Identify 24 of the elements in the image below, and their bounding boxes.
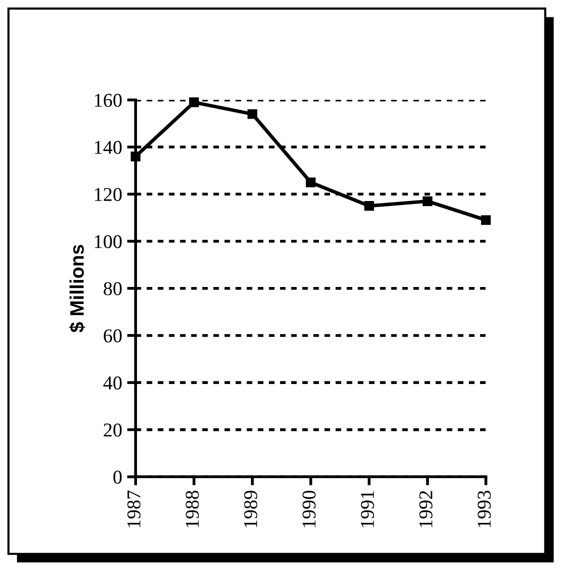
- x-tick-label: 1993: [478, 490, 491, 528]
- point: [306, 178, 316, 188]
- y-tick-label: 120: [94, 188, 122, 202]
- x-tick-label: 1987: [127, 490, 140, 528]
- y-tick-label: 160: [94, 94, 122, 107]
- y-tick-label: 80: [104, 282, 122, 296]
- y-tick-label: 140: [94, 140, 122, 154]
- y-tick-label: 0: [113, 470, 122, 484]
- x-tick-label: 1990: [302, 490, 316, 528]
- x-tick-label: 1991: [360, 491, 374, 528]
- point: [248, 109, 258, 119]
- point: [364, 201, 374, 211]
- x-tick-label: 1989: [244, 490, 258, 528]
- y-tick-label: 40: [103, 376, 122, 390]
- y-tick-label: 20: [104, 423, 122, 437]
- x-tick-label: 1992: [419, 491, 432, 528]
- y-tick-label: 100: [94, 235, 122, 248]
- point: [189, 97, 199, 108]
- x-tick-label: 1988: [186, 490, 199, 528]
- point: [481, 215, 491, 225]
- point: [422, 196, 432, 206]
- y-axis-title: $ Millions: [69, 244, 86, 332]
- point: [130, 152, 140, 162]
- y-tick-label: 60: [104, 329, 122, 342]
